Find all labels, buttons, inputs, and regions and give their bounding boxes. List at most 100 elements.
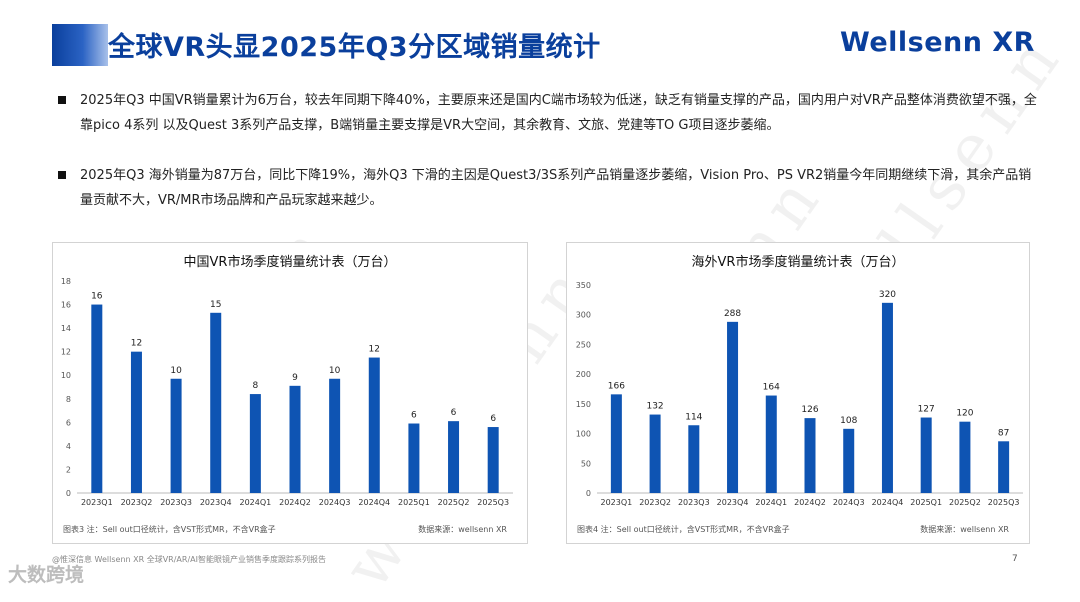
bar-2023Q2 [649, 414, 661, 493]
x-tick-label: 2023Q3 [678, 498, 710, 507]
bar-2023Q1 [91, 304, 103, 493]
x-tick-label: 2025Q2 [438, 498, 470, 507]
data-label: 288 [724, 309, 741, 319]
x-tick-label: 2025Q2 [949, 498, 981, 507]
bullet-square-icon [58, 171, 66, 179]
x-tick-label: 2024Q2 [279, 498, 311, 507]
bar-2024Q2 [804, 418, 816, 493]
china-bar-chart: 0 2 4 6 8 10 12 14 16 18 16 2023Q1 12 2023Q2 10 2023Q3 1… [61, 277, 513, 507]
y-tick-label: 14 [61, 324, 71, 333]
data-label: 16 [91, 292, 103, 302]
bar-2023Q3 [688, 425, 700, 493]
y-tick-label: 50 [581, 459, 591, 468]
y-tick-label: 200 [576, 370, 591, 379]
y-tick-label: 10 [61, 371, 71, 380]
chart-title: 中国VR市场季度销量统计表（万台） [183, 255, 397, 270]
y-tick-label: 0 [66, 489, 71, 498]
x-tick-label: 2025Q3 [477, 498, 509, 507]
overseas-chart-panel: 海外VR市场季度销量统计表（万台） 0 50 100 150 200 250 300 350 1… [566, 242, 1030, 544]
data-label: 10 [170, 366, 182, 376]
page-number: 7 [1012, 554, 1018, 564]
data-label: 6 [451, 408, 457, 418]
data-label: 127 [918, 405, 935, 415]
data-label: 320 [879, 290, 896, 300]
x-tick-label: 2023Q2 [121, 498, 153, 507]
bar-2024Q1 [765, 395, 777, 493]
bar-2023Q1 [610, 394, 622, 493]
chart-source: 数据来源：wellsenn XR [418, 525, 507, 534]
x-tick-label: 2024Q4 [358, 498, 390, 507]
data-label: 12 [131, 339, 142, 349]
data-label: 15 [210, 300, 221, 310]
x-tick-label: 2025Q1 [910, 498, 942, 507]
bar-2024Q2 [289, 385, 301, 493]
bar-2023Q4 [210, 312, 222, 493]
data-label: 114 [685, 412, 702, 422]
x-tick-label: 2024Q3 [319, 498, 351, 507]
chart-source: 数据来源：wellsenn XR [920, 525, 1009, 534]
x-tick-label: 2025Q3 [988, 498, 1020, 507]
page-title: 全球VR头显2025年Q3分区域销量统计 [108, 32, 601, 63]
bar-2025Q2 [959, 421, 971, 493]
x-tick-label: 2024Q1 [239, 498, 271, 507]
bullet-overseas: 2025年Q3 海外销量为87万台，同比下降19%，海外Q3 下滑的主因是Que… [58, 163, 1038, 213]
x-tick-label: 2023Q2 [639, 498, 671, 507]
bar-2025Q1 [408, 423, 420, 493]
data-label: 6 [411, 411, 417, 421]
bar-2025Q1 [920, 417, 932, 493]
chart-note: 图表3 注：Sell out口径统计，含VST形式MR，不含VR盒子 [63, 525, 276, 534]
bullet-square-icon [58, 96, 66, 104]
data-label: 9 [292, 373, 298, 383]
data-label: 120 [956, 409, 973, 419]
x-tick-label: 2023Q4 [717, 498, 749, 507]
x-tick-label: 2023Q1 [81, 498, 113, 507]
chart-note: 图表4 注：Sell out口径统计，含VST形式MR，不含VR盒子 [577, 525, 790, 534]
bar-2024Q3 [329, 378, 341, 493]
bullet-text: 2025年Q3 海外销量为87万台，同比下降19%，海外Q3 下滑的主因是Que… [80, 168, 1032, 208]
brand-watermark: 大数跨境 [8, 564, 85, 586]
bar-2024Q3 [843, 428, 855, 493]
y-tick-label: 300 [576, 311, 591, 320]
y-tick-label: 2 [66, 465, 71, 474]
wellsenn-logo: Wellsenn XR [840, 27, 1035, 58]
x-tick-label: 2023Q1 [600, 498, 632, 507]
data-label: 6 [490, 414, 496, 424]
y-tick-label: 18 [61, 277, 71, 286]
data-label: 87 [998, 428, 1009, 438]
bar-2025Q3 [998, 441, 1010, 493]
data-label: 132 [646, 402, 663, 412]
chart-title: 海外VR市场季度销量统计表（万台） [691, 255, 905, 270]
data-label: 166 [608, 381, 625, 391]
y-tick-label: 16 [61, 301, 71, 310]
title-accent-bar [52, 24, 108, 66]
y-tick-label: 8 [66, 395, 71, 404]
y-tick-label: 350 [576, 281, 591, 290]
overseas-bar-chart: 0 50 100 150 200 250 300 350 166 2023Q1 132 2023Q2 1… [576, 281, 1023, 507]
y-tick-label: 100 [576, 430, 591, 439]
x-tick-label: 2023Q4 [200, 498, 232, 507]
y-tick-label: 250 [576, 340, 591, 349]
china-chart-panel: 中国VR市场季度销量统计表（万台） 0 2 4 6 8 10 12 14 16 18 16 2023Q… [52, 242, 528, 544]
x-tick-label: 2024Q3 [833, 498, 865, 507]
bar-2024Q1 [249, 394, 261, 493]
bar-2024Q4 [881, 302, 893, 493]
y-tick-label: 150 [576, 400, 591, 409]
bullet-text: 2025年Q3 中国VR销量累计为6万台，较去年同期下降40%，主要原来还是国内… [80, 93, 1037, 133]
y-tick-label: 6 [66, 418, 71, 427]
x-tick-label: 2024Q1 [755, 498, 787, 507]
bar-2025Q2 [448, 421, 460, 493]
bullet-china: 2025年Q3 中国VR销量累计为6万台，较去年同期下降40%，主要原来还是国内… [58, 88, 1038, 138]
data-label: 164 [763, 383, 780, 393]
x-tick-label: 2023Q3 [160, 498, 192, 507]
bar-2024Q4 [368, 357, 380, 493]
data-label: 108 [840, 416, 857, 426]
x-tick-label: 2024Q2 [794, 498, 826, 507]
footer-text: @惟深信息 Wellsenn XR 全球VR/AR/AI智能眼镜产业销售季度跟踪… [52, 555, 326, 564]
bar-2025Q3 [487, 427, 499, 493]
data-label: 12 [369, 345, 380, 355]
y-tick-label: 0 [586, 489, 591, 498]
y-tick-label: 12 [61, 348, 71, 357]
bar-2023Q3 [170, 378, 182, 493]
data-label: 126 [801, 405, 818, 415]
data-label: 8 [252, 381, 258, 391]
